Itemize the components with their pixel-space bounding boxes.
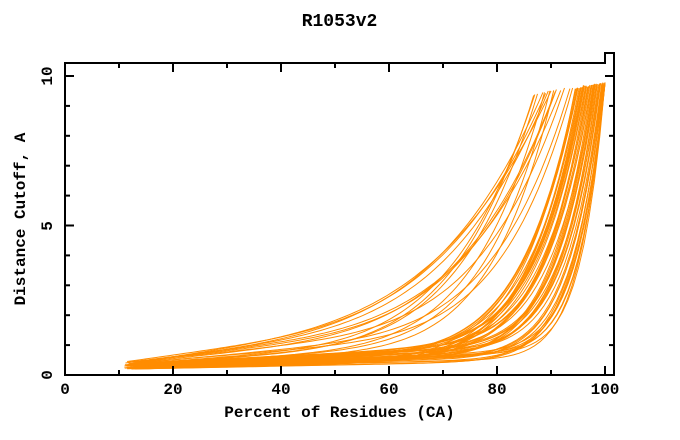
- chart-title: R1053v2: [301, 12, 378, 32]
- x-tick-label: 40: [271, 381, 291, 399]
- y-tick-label: 10: [39, 66, 57, 86]
- x-axis-label: Percent of Residues (CA): [224, 404, 455, 422]
- y-tick-label: 0: [39, 370, 57, 380]
- x-tick-label: 60: [379, 381, 399, 399]
- x-tick-label: 0: [60, 381, 70, 399]
- axis-ticks: [64, 63, 614, 376]
- y-tick-label: 5: [39, 220, 57, 231]
- x-tick-label: 20: [163, 381, 183, 399]
- gdt-curves: [124, 82, 606, 370]
- x-tick-label: 80: [487, 381, 507, 399]
- x-tick-label: 100: [590, 381, 620, 399]
- y-axis-label: Distance Cutoff, A: [12, 132, 30, 306]
